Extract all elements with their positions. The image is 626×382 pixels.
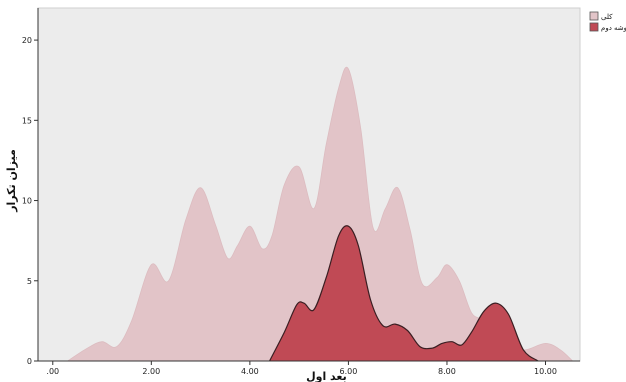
legend-label-2: خوشه دوم [601, 24, 626, 32]
x-tick-label: 6.00 [340, 367, 358, 376]
series-layer [67, 66, 573, 362]
series-line-2 [269, 225, 539, 362]
series-area-1 [67, 67, 573, 362]
y-tick-label: 20 [22, 36, 32, 45]
legend: کلی خوشه دوم [589, 11, 626, 32]
legend-swatch-1 [589, 11, 599, 21]
y-tick-label: 15 [22, 116, 32, 125]
legend-label-1: کلی [601, 13, 613, 21]
x-tick-label: 4.00 [241, 367, 259, 376]
x-tick-label: .00 [46, 367, 59, 376]
x-tick-label: 8.00 [438, 367, 456, 376]
y-tick-label: 0 [27, 357, 32, 366]
legend-swatch-2 [589, 22, 599, 32]
series-area-2 [269, 225, 539, 361]
y-tick-label: 10 [22, 197, 32, 206]
y-axis-title: میزان تکرار [5, 149, 18, 213]
y-tick-label: 5 [27, 277, 32, 286]
x-tick-label: 2.00 [142, 367, 160, 376]
x-axis-title: بعد اول [306, 370, 347, 382]
axes-layer: .00 2.00 4.00 6.00 8.00 10.00 0 5 10 15 20 [22, 8, 580, 376]
x-tick-label: 10.00 [534, 367, 557, 376]
